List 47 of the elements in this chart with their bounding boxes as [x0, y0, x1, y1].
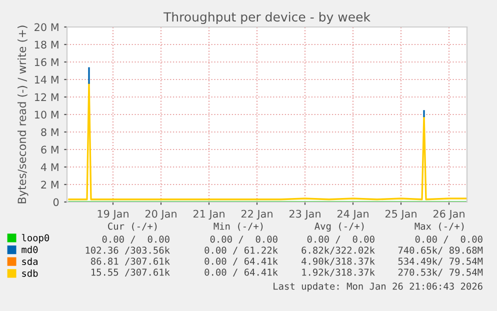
y-tick-label: 0: [53, 198, 59, 206]
text: 4.90k/318.37k: [302, 257, 375, 266]
text: 740.65k/ 89.68M: [398, 246, 483, 255]
chart-title: Throughput per device - by week: [163, 12, 370, 24]
text: 0.00 / 64.41k: [204, 257, 278, 266]
text: 0.00 / 64.41k: [204, 268, 278, 277]
text: 0.00 / 61.22k: [204, 246, 278, 255]
text: 86.81 /307.61k: [91, 257, 170, 266]
text: 534.49k/ 79.54M: [398, 257, 483, 266]
text: 0.00 / 0.00: [102, 236, 170, 244]
y-tick-label: 14 M: [34, 76, 58, 84]
y-tick-label: 2 M: [41, 180, 58, 188]
text: Last update: Mon Jan 26 21:06:43 2026: [274, 282, 482, 292]
y-tick-label: 16 M: [34, 58, 58, 66]
x-tick-label: 20 Jan: [145, 210, 176, 220]
legend-label: loop0: [22, 234, 50, 244]
y-tick-label: 12 M: [34, 93, 58, 101]
text: 0.00 / 0.00: [210, 236, 278, 244]
y-tick-label: 4 M: [40, 163, 58, 171]
x-tick-label: 24 Jan: [337, 210, 368, 220]
y-axis-title: Bytes/second read (-) / write (+): [18, 26, 28, 204]
text: 15.55 /307.61k: [92, 268, 170, 277]
y-tick-label: 6 M: [41, 146, 58, 154]
text: Min (-/+): [214, 222, 263, 231]
legend-label: sda: [22, 258, 38, 266]
text: 0.00 / 0.00: [415, 236, 482, 244]
y-tick-label: 8 M: [41, 128, 58, 136]
y-tick-label: 10 M: [34, 110, 58, 119]
x-tick-label: 26 Jan: [433, 210, 464, 220]
x-tick-label: 19 Jan: [98, 210, 128, 220]
line-series: [68, 82, 467, 200]
text: Max (-/+): [414, 222, 464, 231]
legend-label: sdb: [22, 270, 38, 277]
y-tick-label: 20 M: [34, 23, 58, 32]
text: 102.36 /303.56k: [86, 246, 170, 255]
x-tick-label: 23 Jan: [289, 210, 320, 220]
legend-label: md0: [22, 246, 38, 254]
x-tick-label: 25 Jan: [385, 210, 416, 220]
text: 0.00 / 0.00: [307, 236, 374, 244]
text: Avg (-/+): [314, 222, 364, 232]
text: 6.82k/322.02k: [302, 246, 375, 255]
text: 270.53k/ 79.54M: [398, 268, 483, 277]
x-tick-label: 22 Jan: [241, 210, 272, 220]
y-tick-label: 18 M: [34, 40, 58, 49]
x-tick-label: 21 Jan: [193, 210, 224, 220]
text: 1.92k/318.37k: [302, 268, 375, 277]
text: Cur (-/+): [108, 222, 157, 231]
